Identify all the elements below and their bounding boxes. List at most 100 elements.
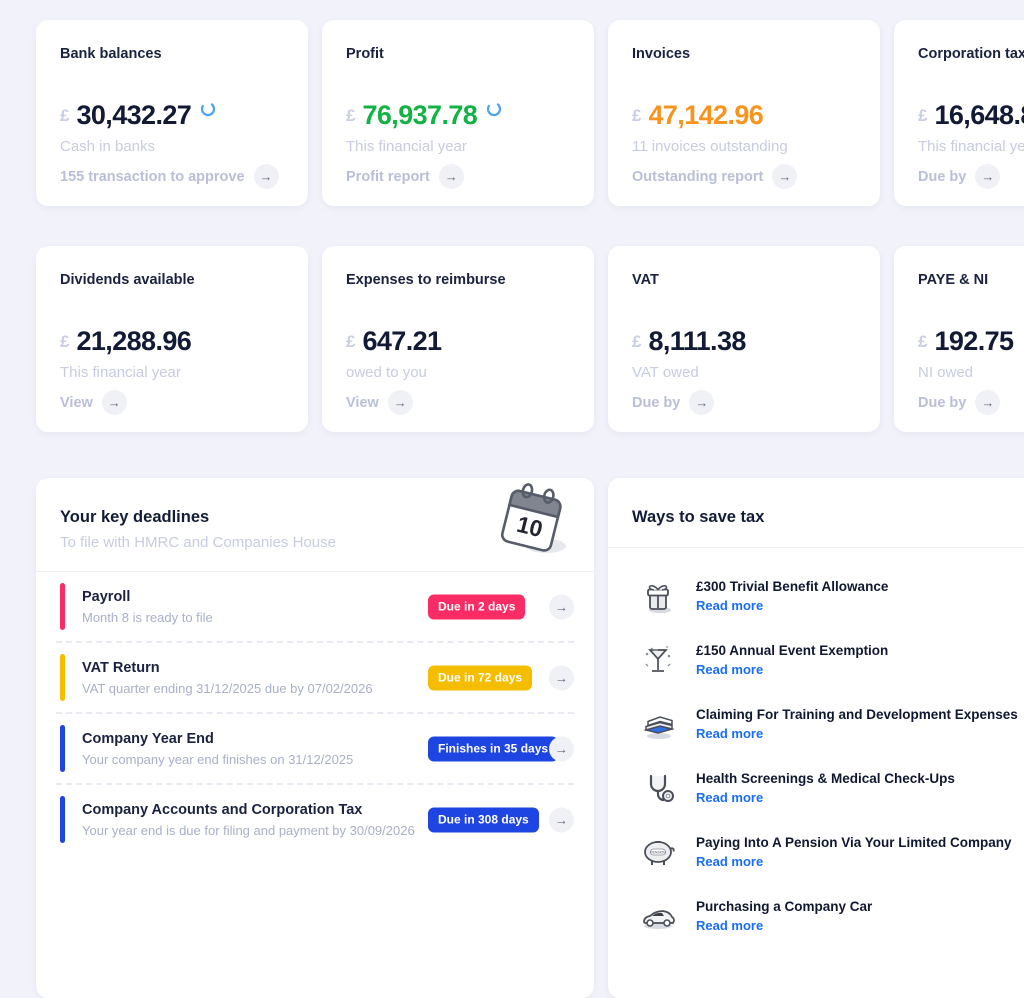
currency-symbol: £ [632, 331, 642, 351]
card-title: VAT [632, 272, 659, 288]
deadline-description: Month 8 is ready to file [82, 609, 213, 625]
tip-title: Purchasing a Company Car [696, 899, 873, 914]
ways-to-save-tax-panel: Ways to save tax £300 Trivial Benefit Al… [608, 478, 1024, 998]
outstanding-report-link[interactable]: Outstanding report → [632, 164, 798, 189]
svg-text:10: 10 [514, 511, 545, 542]
card-caption: This financial year [918, 138, 1024, 155]
arrow-right-icon[interactable]: → [549, 594, 574, 619]
arrow-right-icon[interactable]: → [101, 390, 127, 415]
tips-header: Ways to save tax [608, 478, 1024, 547]
card-value: 30,432.27 [76, 100, 192, 130]
currency-symbol: £ [346, 331, 356, 351]
tip-pension: PENSION Paying Into A Pension Via Your L… [608, 820, 1024, 884]
currency-symbol: £ [346, 105, 356, 125]
vat-due-by-link[interactable]: Due by → [632, 390, 715, 415]
read-more-link[interactable]: Read more [696, 662, 764, 677]
arrow-right-icon[interactable]: → [975, 390, 1001, 415]
card-footer-label: Outstanding report [632, 168, 764, 185]
card-title: Invoices [632, 46, 691, 62]
card-title: Corporation tax [918, 46, 1024, 62]
tip-text: Paying Into A Pension Via Your Limited C… [696, 835, 1012, 869]
status-badge: Due in 2 days [428, 594, 526, 619]
arrow-right-icon[interactable]: → [387, 390, 413, 415]
tip-text: £150 Annual Event Exemption Read more [696, 643, 888, 677]
deadline-row-payroll[interactable]: Payroll Month 8 is ready to file Due in … [36, 572, 594, 641]
card-caption: Cash in banks [60, 138, 156, 155]
tips-list: £300 Trivial Benefit Allowance Read more [608, 548, 1024, 948]
due-by-link[interactable]: Due by → [918, 164, 1001, 189]
deadline-description: VAT quarter ending 31/12/2025 due by 07/… [82, 680, 373, 696]
card-value: 21,288.96 [76, 326, 192, 356]
sync-spinner-icon [486, 101, 502, 122]
deadline-title: VAT Return [82, 659, 160, 676]
deadline-row-vat-return[interactable]: VAT Return VAT quarter ending 31/12/2025… [36, 643, 594, 712]
deadline-badge-wrap: Due in 308 days [428, 807, 539, 832]
deadlines-header: Your key deadlines To file with HMRC and… [36, 478, 594, 571]
tips-title: Ways to save tax [632, 508, 765, 526]
read-more-link[interactable]: Read more [696, 598, 764, 613]
arrow-right-icon[interactable]: → [549, 807, 574, 832]
view-expenses-link[interactable]: View → [346, 390, 413, 415]
read-more-link[interactable]: Read more [696, 726, 764, 741]
tip-title: £300 Trivial Benefit Allowance [696, 579, 889, 594]
arrow-right-icon[interactable]: → [549, 736, 574, 761]
arrow-right-icon[interactable]: → [549, 665, 574, 690]
card-value: 16,648.82 [934, 100, 1024, 130]
deadline-row-company-year-end[interactable]: Company Year End Your company year end f… [36, 714, 594, 783]
tip-title: Paying Into A Pension Via Your Limited C… [696, 835, 1012, 850]
card-value-row: £ 76,937.78 [322, 100, 594, 131]
status-badge: Finishes in 35 days [428, 736, 559, 761]
arrow-right-icon[interactable]: → [253, 164, 279, 189]
arrow-right-icon[interactable]: → [975, 164, 1001, 189]
tip-health-screenings: Health Screenings & Medical Check-Ups Re… [608, 756, 1024, 820]
card-expenses-to-reimburse: Expenses to reimburse £ 647.21 owed to y… [322, 246, 594, 432]
deadline-row-accounts-corporation-tax[interactable]: Company Accounts and Corporation Tax You… [36, 785, 594, 854]
card-corporation-tax: Corporation tax £ 16,648.82 This financi… [894, 20, 1024, 206]
card-profit: Profit £ 76,937.78 This financial year P… [322, 20, 594, 206]
currency-symbol: £ [60, 105, 70, 125]
deadlines-subtitle: To file with HMRC and Companies House [60, 534, 336, 551]
tip-text: £300 Trivial Benefit Allowance Read more [696, 579, 888, 613]
card-caption: 11 invoices outstanding [632, 138, 788, 155]
deadline-description: Your company year end finishes on 31/12/… [82, 751, 354, 767]
dashed-divider [56, 712, 574, 714]
card-caption: VAT owed [632, 364, 699, 381]
read-more-link[interactable]: Read more [696, 790, 764, 805]
tip-title: Claiming For Training and Development Ex… [696, 707, 1018, 722]
arrow-right-icon[interactable]: → [772, 164, 798, 189]
header-divider [608, 547, 1024, 548]
status-badge: Due in 72 days [428, 665, 533, 690]
card-footer-label: Due by [632, 394, 681, 411]
arrow-right-icon[interactable]: → [438, 164, 464, 189]
card-bank-balances: Bank balances £ 30,432.27 Cash in banks … [36, 20, 308, 206]
deadline-title: Payroll [82, 588, 131, 605]
profit-report-link[interactable]: Profit report → [346, 164, 464, 189]
deadline-color-bar [60, 583, 65, 630]
pension-icon: PENSION [636, 830, 680, 874]
view-dividends-link[interactable]: View → [60, 390, 127, 415]
header-divider [36, 571, 594, 572]
deadline-text: Company Year End Your company year end f… [82, 731, 353, 767]
read-more-link[interactable]: Read more [696, 854, 764, 869]
deadline-badge-wrap: Due in 2 days [428, 594, 526, 619]
currency-symbol: £ [632, 105, 642, 125]
card-value: 76,937.78 [362, 100, 478, 130]
arrow-right-icon[interactable]: → [689, 390, 715, 415]
card-title: Bank balances [60, 46, 162, 62]
paye-due-by-link[interactable]: Due by → [918, 390, 1001, 415]
deadline-color-bar [60, 725, 65, 772]
tip-text: Health Screenings & Medical Check-Ups Re… [696, 771, 955, 805]
transactions-to-approve-link[interactable]: 155 transaction to approve → [60, 164, 279, 189]
card-caption: owed to you [346, 364, 427, 381]
card-footer-label: Profit report [346, 168, 430, 185]
read-more-link[interactable]: Read more [696, 918, 764, 933]
card-value-row: £ 8,111.38 [608, 326, 880, 357]
card-value-row: £ 30,432.27 [36, 100, 308, 131]
tip-training-expenses: Claiming For Training and Development Ex… [608, 692, 1024, 756]
books-icon [636, 702, 680, 746]
deadline-description: Your year end is due for filing and paym… [82, 822, 415, 838]
dashed-divider [56, 641, 574, 643]
deadline-title: Company Accounts and Corporation Tax [82, 801, 363, 818]
deadline-badge-wrap: Due in 72 days [428, 665, 533, 690]
card-footer-label: Due by [918, 168, 967, 185]
